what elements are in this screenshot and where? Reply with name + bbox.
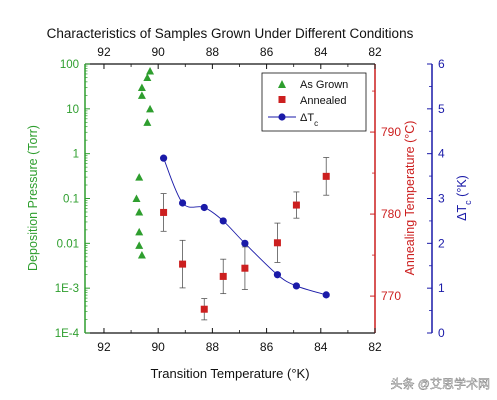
left-y-tick-label: 0.01 bbox=[57, 238, 79, 250]
legend-label-as-grown: As Grown bbox=[300, 79, 348, 91]
legend-label-delta-tc-sub: c bbox=[314, 119, 318, 128]
x-tick-label: 84 bbox=[314, 340, 328, 354]
left-y-axis-label: Deposition Pressure (Torr) bbox=[26, 125, 40, 271]
annealed-point bbox=[200, 305, 208, 313]
delta-tc-axis-tick-label: 2 bbox=[438, 236, 445, 250]
as-grown-point bbox=[143, 118, 152, 126]
left-y-tick-label: 100 bbox=[60, 59, 79, 71]
legend-marker-delta-tc bbox=[278, 113, 286, 121]
delta-tc-axis-tick-label: 6 bbox=[438, 57, 445, 71]
x-top-tick-label: 90 bbox=[151, 45, 165, 59]
as-grown-point bbox=[135, 207, 144, 216]
x-tick-label: 86 bbox=[260, 340, 274, 354]
annealed-point bbox=[160, 208, 168, 216]
right-y-axis-label-delta-tc: ΔTc (°K) bbox=[455, 175, 473, 221]
delta-tc-axis-tick-label: 0 bbox=[438, 326, 445, 340]
chart-title: Characteristics of Samples Grown Under D… bbox=[47, 26, 414, 41]
annealed-point bbox=[179, 260, 187, 268]
delta-tc-label-unit: (°K) bbox=[455, 175, 469, 200]
legend: As Grown Annealed ΔTc bbox=[261, 72, 367, 132]
x-axis-label: Transition Temperature (°K) bbox=[150, 366, 309, 381]
x-tick-label: 82 bbox=[368, 340, 382, 354]
delta-tc-axis-tick-label: 1 bbox=[438, 281, 445, 295]
annealed-point bbox=[322, 172, 330, 180]
x-tick-label: 88 bbox=[206, 340, 220, 354]
legend-marker-as-grown bbox=[278, 80, 286, 88]
delta-tc-label-main: ΔT bbox=[455, 204, 469, 220]
as-grown-point bbox=[132, 194, 141, 202]
annealed-point bbox=[292, 201, 300, 209]
delta-tc-point bbox=[273, 271, 282, 279]
as-grown-point bbox=[137, 91, 146, 99]
annealed-point bbox=[273, 239, 281, 247]
delta-tc-point bbox=[159, 154, 168, 162]
annealing-axis-tick-label: 790 bbox=[381, 125, 401, 139]
legend-label-delta-tc-main: ΔT bbox=[300, 112, 314, 124]
legend-label-annealed: Annealed bbox=[300, 95, 347, 107]
ticks-layer: 9292909088888686848482821001010.10.011E-… bbox=[55, 45, 445, 354]
delta-tc-point bbox=[200, 203, 208, 212]
delta-tc-axis-tick-label: 3 bbox=[438, 192, 445, 206]
x-top-tick-label: 82 bbox=[368, 45, 382, 59]
x-top-tick-label: 84 bbox=[314, 45, 328, 59]
series-layer bbox=[132, 66, 330, 321]
legend-marker-annealed bbox=[278, 96, 286, 103]
x-tick-label: 90 bbox=[151, 340, 165, 354]
as-grown-point bbox=[135, 227, 144, 236]
x-top-tick-label: 88 bbox=[206, 45, 220, 59]
annealed-point bbox=[241, 264, 249, 272]
x-top-tick-label: 92 bbox=[97, 45, 111, 59]
legend-label-delta-tc: ΔTc bbox=[300, 112, 318, 128]
delta-tc-point bbox=[178, 199, 187, 207]
delta-tc-point bbox=[219, 217, 227, 225]
left-y-tick-label: 0.1 bbox=[63, 194, 79, 206]
left-y-tick-label: 10 bbox=[66, 104, 79, 116]
delta-tc-point bbox=[292, 282, 301, 290]
as-grown-point bbox=[135, 173, 144, 181]
as-grown-point bbox=[146, 104, 155, 113]
annealing-axis-tick-label: 780 bbox=[381, 207, 401, 221]
annealed-point bbox=[219, 272, 227, 280]
left-y-tick-label: 1E-4 bbox=[55, 328, 80, 340]
delta-tc-label-sub: c bbox=[463, 200, 473, 205]
as-grown-point bbox=[135, 241, 144, 249]
as-grown-point bbox=[143, 73, 152, 81]
annealing-axis-tick-label: 770 bbox=[381, 289, 401, 303]
delta-tc-axis-tick-label: 4 bbox=[438, 147, 445, 161]
left-y-tick-label: 1E-3 bbox=[55, 283, 79, 295]
watermark-text: 头条 @艾思学术网 bbox=[390, 376, 490, 391]
as-grown-point bbox=[137, 83, 146, 91]
delta-tc-axis-tick-label: 5 bbox=[438, 102, 445, 116]
left-y-tick-label: 1 bbox=[73, 149, 79, 161]
x-top-tick-label: 86 bbox=[260, 45, 274, 59]
x-tick-label: 92 bbox=[97, 340, 111, 354]
as-grown-point bbox=[137, 250, 146, 259]
delta-tc-point bbox=[241, 239, 249, 247]
as-grown-point bbox=[146, 66, 155, 75]
delta-tc-point bbox=[322, 291, 330, 299]
right-y-axis-label-annealing: Annealing Temperature (°C) bbox=[403, 121, 417, 276]
